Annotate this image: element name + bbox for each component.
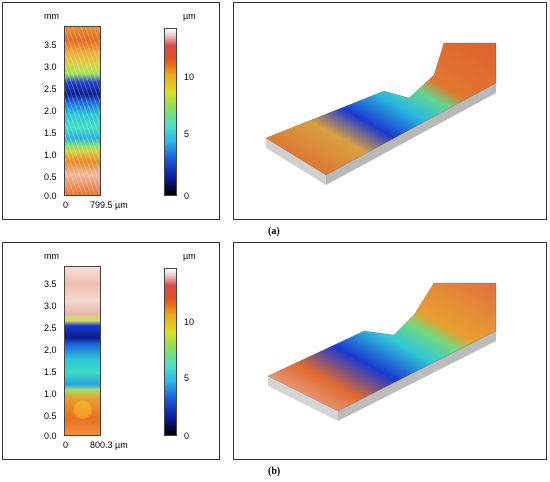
panel-b-2d-map [2,242,220,460]
panel-b-colorbar [164,268,177,436]
panel-a-colorbar-tick: 5 [184,129,190,139]
panel-a-y-tick: 0.0 [44,191,57,201]
panel-b-y-tick: 3.5 [44,279,57,289]
panel-b-3d-view [233,242,547,460]
panel-a-colorbar-tick: 0 [184,191,190,201]
panel-a-3d-surface [265,42,497,185]
panel-b-y-tick: 1.0 [44,389,57,399]
panel-a-y-tick: 2.0 [44,106,57,116]
panel-a-x-tick-end: 799.5 µm [90,200,128,210]
panel-b-colorbar-tick: 0 [184,431,190,441]
panel-b-y-unit: mm [44,251,59,261]
panel-a-colorbar [164,28,177,196]
panel-b-y-tick: 1.5 [44,367,57,377]
panel-a-y-tick: 1.0 [44,150,57,160]
panel-b-height-map [64,266,101,436]
panel-b-caption: (b) [268,466,281,477]
panel-a-y-tick: 3.5 [44,40,57,50]
panel-b-3d-surface [267,282,497,421]
panel-a-y-unit: mm [44,11,59,21]
panel-b-colorbar-unit: µm [183,251,196,261]
panel-a-caption: (a) [268,226,280,237]
panel-b-y-tick: 0.0 [44,431,57,441]
panel-a-y-tick: 0.5 [44,172,57,182]
panel-a-colorbar-tick: 10 [184,72,195,82]
panel-b-x-tick-end: 800.3 µm [90,440,128,450]
panel-a-colorbar-unit: µm [183,11,196,21]
panel-a-height-map [64,26,101,196]
panel-b-colorbar-tick: 10 [184,317,195,327]
panel-b-x-tick-start: 0 [63,440,69,450]
panel-b-y-tick: 3.0 [44,301,57,311]
panel-a-x-tick-start: 0 [63,200,69,210]
panel-a-y-tick: 1.5 [44,128,57,138]
panel-b-y-tick: 0.5 [44,411,57,421]
panel-b-y-tick: 2.0 [44,345,57,355]
panel-a-y-tick: 3.0 [44,62,57,72]
panel-a-y-tick: 2.5 [44,84,57,94]
panel-b-y-tick: 2.5 [44,323,57,333]
panel-a-3d-view [233,2,547,220]
panel-b-colorbar-tick: 5 [184,373,190,383]
panel-a-2d-map [2,2,220,220]
